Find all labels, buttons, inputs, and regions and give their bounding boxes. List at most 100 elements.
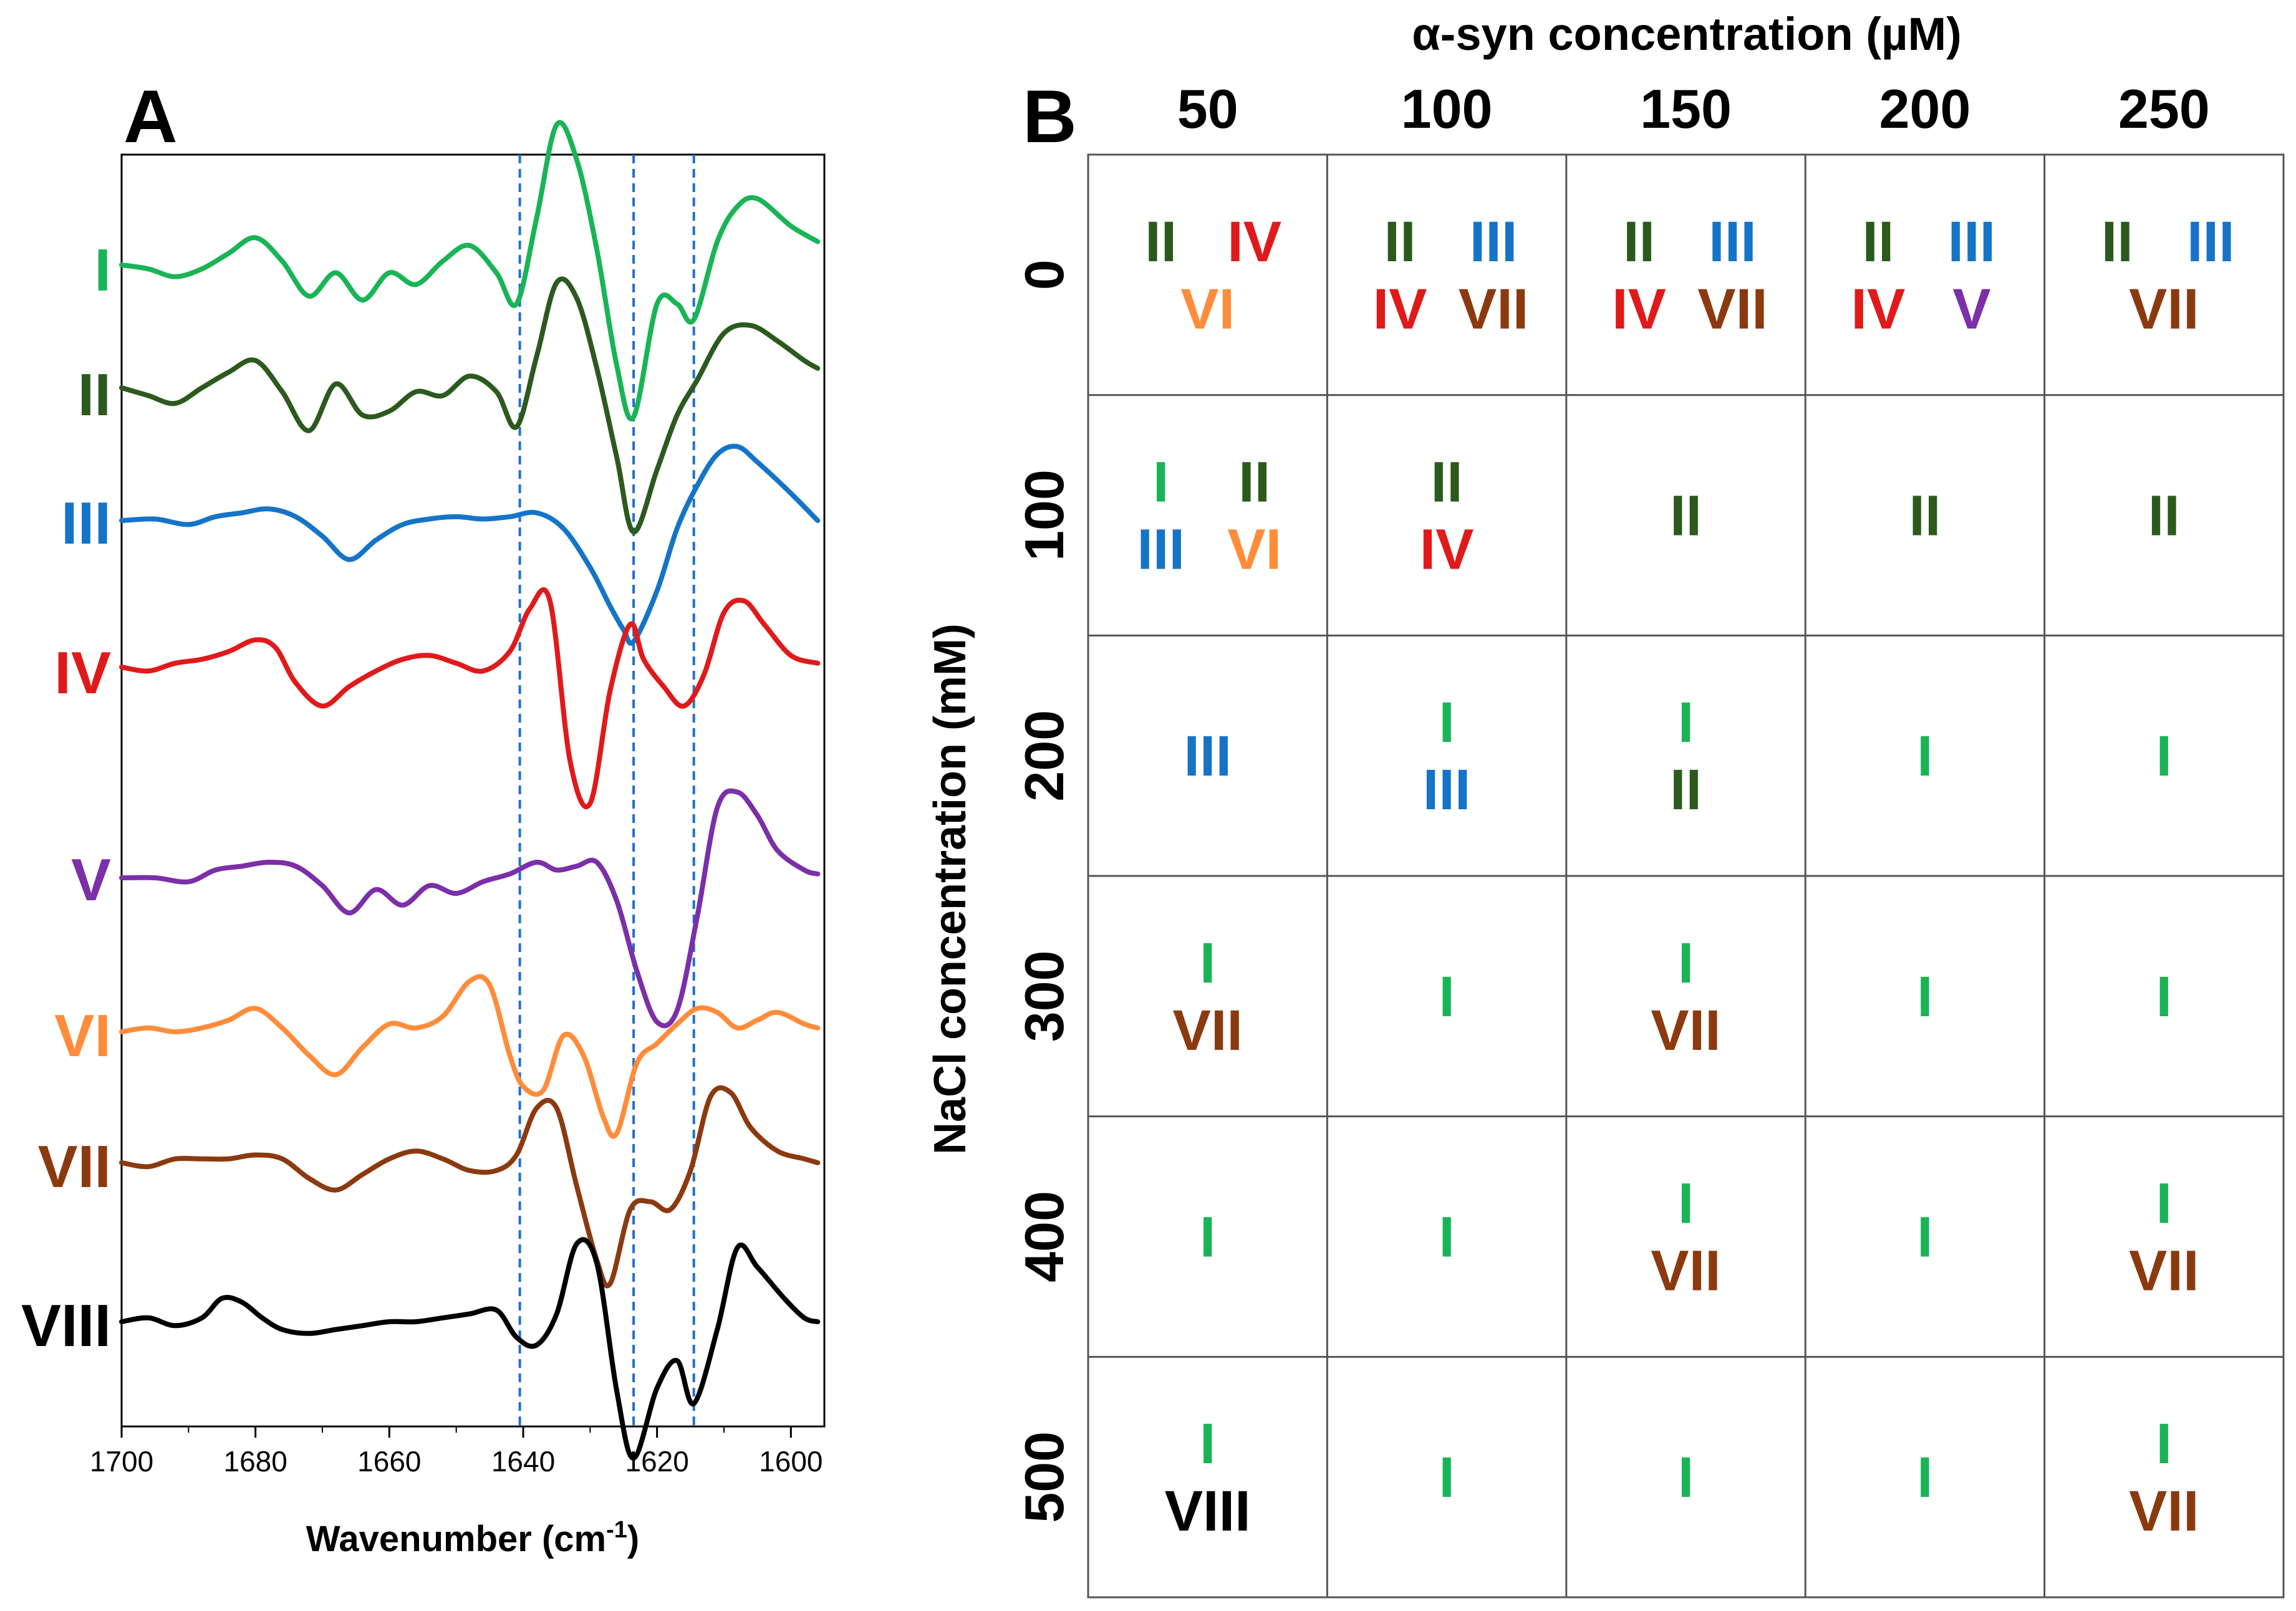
reference-lines	[518, 155, 695, 1426]
row-label: 200	[1013, 710, 1075, 802]
cell-label-ii: II	[1909, 484, 1941, 548]
spectrum-trace-iv	[119, 587, 821, 810]
table-cell: I	[1678, 1446, 1694, 1509]
cell-label-ii: II	[1670, 484, 1702, 548]
row-label: 300	[1013, 950, 1075, 1042]
cell-label-i: I	[1200, 1206, 1216, 1269]
panel-b-table: B α-syn concentration (µM) NaCl concentr…	[925, 8, 2285, 1599]
cell-label-iv: IV	[1851, 277, 1905, 341]
cell-label-i: I	[2156, 724, 2173, 788]
x-tick-label: 1620	[625, 1445, 688, 1478]
cell-label-ii: II	[1145, 210, 1177, 274]
cell-label-i: I	[1200, 1412, 1216, 1476]
spectrum-trace-i	[119, 120, 821, 421]
column-label: 200	[1879, 78, 1970, 140]
trace-label-i: I	[94, 237, 111, 304]
spectrum-trace-ii	[119, 276, 821, 535]
spectrum-trace-vi	[119, 974, 821, 1139]
cell-label-ii: II	[1384, 210, 1416, 274]
spectra-traces	[119, 120, 821, 1461]
table-cell: I	[2156, 724, 2173, 788]
cell-label-iv: IV	[1420, 518, 1474, 582]
cell-label-ii: II	[1431, 451, 1463, 514]
cell-label-vii: VII	[2129, 277, 2199, 341]
table-cell: I	[1917, 1446, 1933, 1509]
table-cell: I	[1439, 1206, 1455, 1269]
cell-label-vi: VI	[1227, 518, 1281, 582]
cell-label-ii: II	[2101, 210, 2133, 274]
trace-label-iii: III	[61, 490, 111, 557]
cell-label-vii: VII	[2129, 1479, 2199, 1543]
cell-label-i: I	[1678, 1172, 1694, 1236]
trace-label-vi: VI	[54, 1003, 111, 1069]
row-labels: 0 100 200 300 400 500	[1013, 259, 1075, 1522]
panel-b-letter: B	[1023, 75, 1077, 158]
row-label: 100	[1013, 469, 1075, 561]
cell-label-iii: III	[1948, 210, 1996, 274]
trace-label-v: V	[71, 847, 111, 913]
spectrum-trace-viii	[119, 1237, 821, 1461]
cell-label-i: I	[1917, 1206, 1933, 1269]
cell-label-viii: VIII	[1165, 1479, 1251, 1543]
column-label: 250	[2118, 78, 2210, 140]
cell-label-i: I	[1678, 931, 1694, 995]
x-tick-label: 1680	[223, 1445, 287, 1478]
cell-label-i: I	[1439, 965, 1455, 1029]
table-cell: I	[2156, 965, 2173, 1029]
spectrum-trace-vii	[119, 1085, 821, 1289]
cell-label-i: I	[1917, 1446, 1933, 1509]
cell-label-iii: III	[1470, 210, 1518, 274]
cell-label-iii: III	[1184, 724, 1232, 788]
table-cell: I	[1200, 1206, 1216, 1269]
row-axis-title: NaCl concentration (mM)	[925, 623, 975, 1155]
x-tick-label: 1700	[90, 1445, 153, 1478]
cell-label-vii: VII	[1697, 277, 1767, 341]
table-cell: I	[1439, 1446, 1455, 1509]
cell-label-ii: II	[1862, 210, 1894, 274]
cell-label-i: I	[2156, 1412, 2173, 1476]
cell-label-vii: VII	[1459, 277, 1528, 341]
x-tick-label: 1640	[491, 1445, 555, 1478]
cell-label-iii: III	[2187, 210, 2235, 274]
cell-label-vi: VI	[1180, 277, 1235, 341]
cell-label-i: I	[2156, 1172, 2173, 1236]
panel-a-plot-frame	[120, 153, 826, 1428]
table-cell: I	[1917, 724, 1933, 788]
cell-label-ii: II	[1670, 758, 1702, 822]
column-label: 50	[1177, 78, 1238, 140]
table-cell: II	[2148, 484, 2180, 548]
cell-label-v: V	[1952, 277, 1990, 341]
x-axis-ticks: 1700 1680 1660 1640 1620 1600	[90, 1426, 823, 1478]
cell-label-iii: III	[1709, 210, 1757, 274]
table-cell: I	[1917, 1206, 1933, 1269]
cell-label-vii: VII	[1172, 999, 1242, 1062]
cell-label-vii: VII	[1651, 1239, 1720, 1303]
trace-label-ii: II	[78, 362, 111, 428]
cell-label-ii: II	[1623, 210, 1655, 274]
cell-label-i: I	[2156, 965, 2173, 1029]
cell-label-ii: II	[1238, 451, 1270, 514]
cell-label-ii: II	[2148, 484, 2180, 548]
table-cell: II	[1670, 484, 1702, 548]
row-label: 500	[1013, 1431, 1075, 1523]
table-cell: II	[1909, 484, 1941, 548]
panel-a-letter: A	[123, 75, 178, 158]
cell-label-vii: VII	[1651, 999, 1720, 1062]
spectrum-trace-v	[119, 788, 821, 1029]
cell-label-iv: IV	[1227, 210, 1281, 274]
column-label: 100	[1401, 78, 1493, 140]
cell-label-i: I	[1439, 1206, 1455, 1269]
column-axis-title: α-syn concentration (µM)	[1412, 8, 1962, 60]
